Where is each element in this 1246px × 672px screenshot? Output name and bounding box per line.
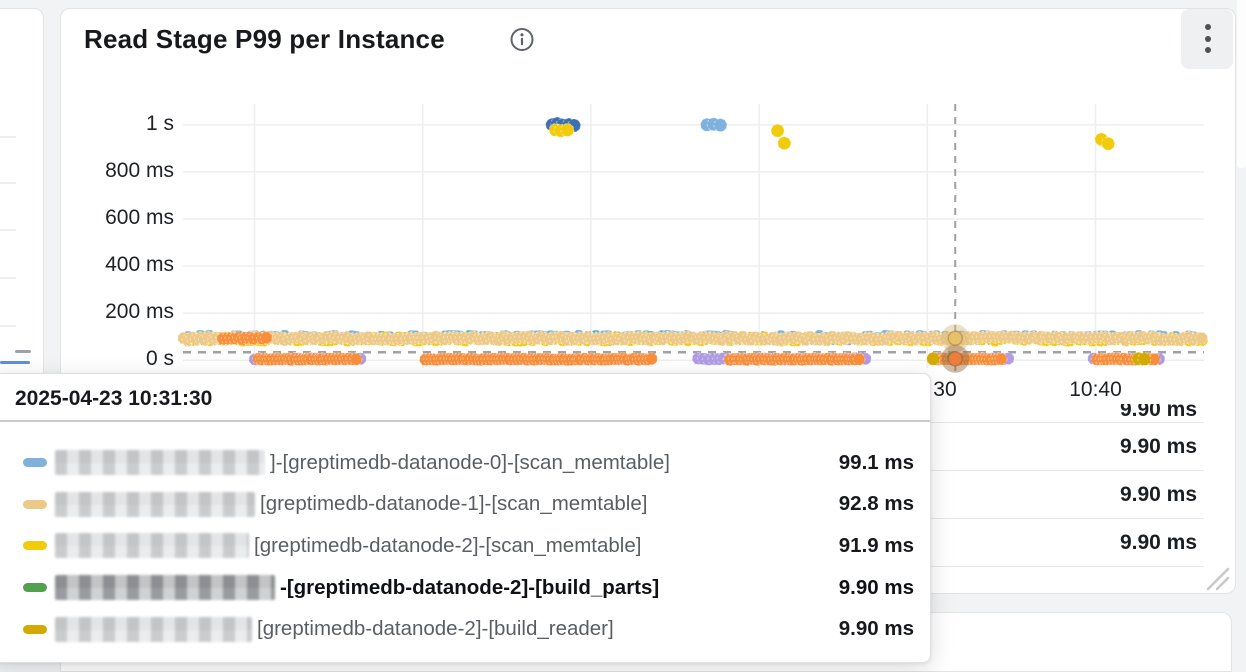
redacted-series-prefix [55, 616, 252, 642]
resize-handle-icon[interactable] [1202, 566, 1232, 592]
series-marker [23, 458, 47, 468]
series-value: 9.90 ms [838, 617, 914, 641]
y-axis-tick-label: 200 ms [105, 300, 174, 324]
chart-tooltip: 2025-04-23 10:31:30 ]-[greptimedb-datano… [0, 373, 931, 663]
series-value: 9.90 ms [838, 575, 914, 599]
series-marker [23, 583, 47, 593]
series-name-suffix: [greptimedb-datanode-2]-[build_reader] [257, 617, 614, 641]
tooltip-row: [greptimedb-datanode-2]-[scan_memtable] … [0, 525, 930, 567]
sliver-gridline [0, 277, 16, 279]
series-value: 92.8 ms [838, 492, 914, 516]
sliver-crosshair-dash [15, 350, 31, 353]
kebab-vertical-icon [1205, 24, 1211, 30]
tooltip-divider [0, 420, 930, 422]
series-marker [23, 541, 47, 551]
tooltip-row: -[greptimedb-datanode-2]-[build_parts] 9… [0, 567, 930, 609]
series-name-suffix: ]-[greptimedb-datanode-0]-[scan_memtable… [270, 450, 670, 474]
x-axis-tick-label: 30 [933, 378, 957, 401]
tooltip-timestamp: 2025-04-23 10:31:30 [15, 387, 213, 410]
panel-title: Read Stage P99 per Instance [84, 24, 445, 54]
y-axis-tick-label: 800 ms [105, 158, 174, 182]
legend-value: 9.90 ms [1119, 530, 1197, 554]
y-axis-tick-label: 1 s [145, 111, 174, 135]
redacted-series-prefix [55, 533, 249, 559]
series-name-suffix: [greptimedb-datanode-2]-[scan_memtable] [254, 533, 642, 557]
info-circle-icon[interactable] [508, 26, 536, 54]
series-value: 99.1 ms [838, 450, 914, 474]
sliver-gridline [0, 325, 16, 327]
sliver-blue-series-line [0, 361, 30, 364]
sliver-gridline [0, 182, 16, 184]
x-axis-tick-label: 10:40 [1069, 378, 1122, 401]
y-axis-tick-label: 600 ms [105, 205, 174, 229]
sliver-gridline [0, 136, 16, 138]
scrollbar-thumb[interactable] [1237, 0, 1246, 168]
kebab-vertical-icon [1205, 47, 1211, 53]
series-marker [23, 499, 47, 509]
redacted-series-prefix [55, 491, 255, 517]
legend-value: 9.90 ms [1119, 434, 1197, 458]
panel-menu-button[interactable] [1181, 9, 1233, 69]
y-axis-tick-label: 400 ms [105, 253, 174, 277]
tooltip-row: [greptimedb-datanode-1]-[scan_memtable] … [0, 484, 930, 526]
tooltip-row: [greptimedb-datanode-2]-[build_reader] 9… [0, 608, 930, 650]
redacted-series-prefix [55, 575, 275, 601]
series-value: 91.9 ms [838, 533, 914, 557]
tooltip-rows: ]-[greptimedb-datanode-0]-[scan_memtable… [0, 422, 930, 650]
series-marker [23, 624, 47, 634]
series-name-suffix: [greptimedb-datanode-1]-[scan_memtable] [260, 492, 648, 516]
series-name-suffix: -[greptimedb-datanode-2]-[build_parts] [280, 575, 660, 599]
sliver-gridline [0, 229, 16, 231]
y-axis-tick-label: 0 s [145, 347, 174, 371]
redacted-series-prefix [55, 450, 265, 476]
legend-value: 9.90 ms [1119, 404, 1197, 421]
legend-value: 9.90 ms [1119, 482, 1197, 506]
tooltip-row: ]-[greptimedb-datanode-0]-[scan_memtable… [0, 442, 930, 484]
kebab-vertical-icon [1205, 35, 1211, 42]
